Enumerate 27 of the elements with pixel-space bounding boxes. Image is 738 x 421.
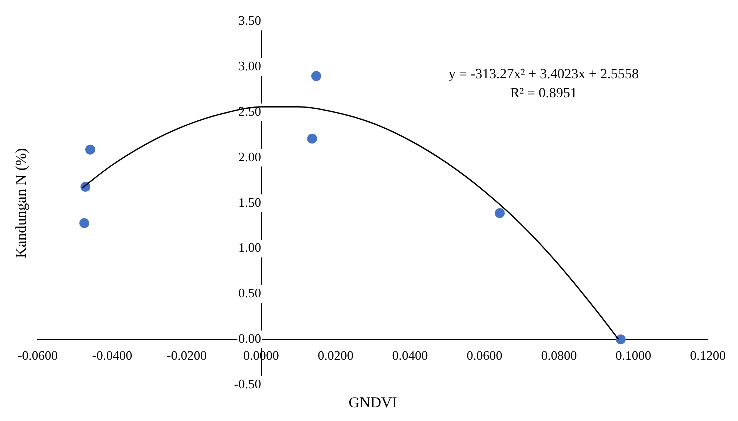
point (80, 218, 90, 228)
x-tick-label: -0.0600 (18, 348, 58, 363)
point (307, 134, 318, 144)
annotation: y = -313.27x² + 3.4023x + 2.5558 (448, 67, 639, 82)
y-tick-label: 1.50 (238, 194, 262, 210)
x-tick-label: 0.0600 (466, 348, 503, 363)
y-tick-label: 2.00 (238, 149, 262, 164)
point (616, 334, 626, 345)
x-tick-label: -0.0400 (92, 348, 133, 363)
y-tick-label: 3.00 (238, 58, 262, 74)
x-tick-label: 0.1200 (690, 348, 726, 363)
point (495, 208, 506, 218)
x-tick-label: -0.0200 (166, 348, 207, 363)
y-axis-title: Kandungan N (%) (14, 148, 30, 258)
y-tick-label: -0.50 (234, 376, 262, 392)
x-tick-label: 0.0200 (318, 348, 354, 363)
y-tick-label: 1.00 (238, 240, 262, 256)
y-tick-label: 0.50 (238, 286, 262, 301)
x-tick-label: 0.0400 (392, 348, 428, 363)
point (311, 71, 322, 82)
annotation: R² = 0.8951 (510, 86, 578, 102)
y-tick-label: 3.50 (238, 13, 262, 28)
x-tick-label: 0.0800 (541, 348, 578, 363)
x-tick-label: 0.1000 (616, 348, 652, 363)
y-tick-label: 0.00 (238, 331, 262, 346)
point (85, 144, 96, 155)
x-axis-title: GNDVI (348, 395, 398, 412)
